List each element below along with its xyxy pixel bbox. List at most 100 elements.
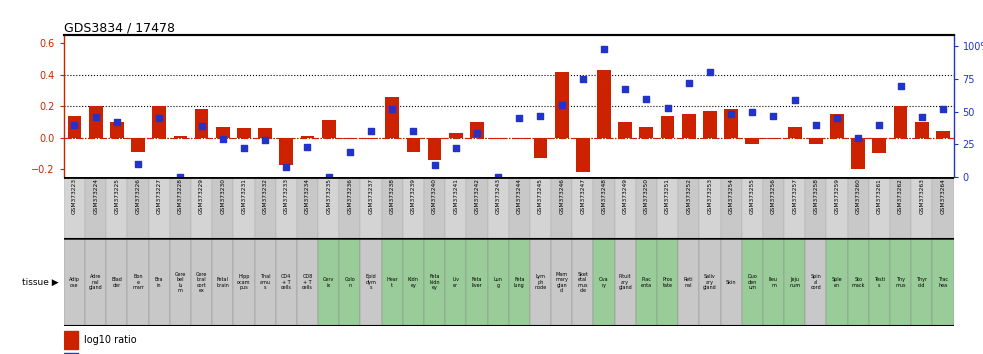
Text: GSM373257: GSM373257 [792,178,797,214]
Point [935,106,951,112]
Bar [492,138,505,139]
Bar [445,177,466,239]
Text: Hipp
ocam
pus: Hipp ocam pus [237,274,251,290]
Bar [191,239,212,326]
Text: Fetal
brain: Fetal brain [216,277,229,287]
Text: Plac
enta: Plac enta [641,277,652,287]
Bar [279,138,293,165]
Bar [86,239,106,326]
Bar [703,111,717,138]
Text: Ileu
m: Ileu m [769,277,778,287]
Text: Cere
bral
cort
ex: Cere bral cort ex [196,272,207,293]
Bar [407,138,421,152]
Bar [614,239,636,326]
Text: Lym
ph
node: Lym ph node [535,274,547,290]
Bar [618,122,632,138]
Bar [869,239,890,326]
Bar [869,177,890,239]
Point [872,122,888,127]
Bar [530,177,551,239]
Bar [318,177,339,239]
Text: Adre
nal
gland: Adre nal gland [88,274,102,290]
Text: Feta
lung: Feta lung [514,277,525,287]
Text: GSM373252: GSM373252 [686,178,691,214]
Text: CD8
+ T
cells: CD8 + T cells [302,274,313,290]
Bar [894,106,907,138]
Text: Pros
tate: Pros tate [663,277,672,287]
Bar [636,239,657,326]
Bar [678,239,699,326]
Point [342,149,358,155]
Text: GSM373233: GSM373233 [284,178,289,214]
Text: GSM373237: GSM373237 [369,178,374,214]
Text: GSM373256: GSM373256 [771,178,776,214]
Point [215,136,231,142]
Bar [466,177,488,239]
Text: GSM373223: GSM373223 [72,178,77,214]
Bar [297,239,318,326]
Bar [847,239,869,326]
Bar [847,177,869,239]
Bar [742,239,763,326]
Bar [321,120,335,138]
Text: Kidn
ey: Kidn ey [408,277,419,287]
Text: Bra
in: Bra in [155,277,163,287]
Bar [466,239,488,326]
Text: log10 ratio: log10 ratio [85,335,137,345]
Text: GSM373251: GSM373251 [665,178,670,214]
Bar [64,353,78,354]
Bar [721,239,742,326]
Bar [530,239,551,326]
Bar [381,177,403,239]
Text: GSM373253: GSM373253 [708,178,713,214]
Text: GSM373243: GSM373243 [495,178,500,214]
Text: GDS3834 / 17478: GDS3834 / 17478 [64,21,175,34]
Bar [805,177,827,239]
Bar [152,106,166,138]
Bar [594,239,614,326]
Text: GSM373226: GSM373226 [136,178,141,214]
Point [151,115,167,121]
Bar [195,109,208,138]
Point [914,114,930,120]
Text: GSM373244: GSM373244 [517,178,522,214]
Text: Sto
mack: Sto mack [851,277,865,287]
Text: GSM373247: GSM373247 [580,178,585,214]
Point [723,112,739,117]
Text: GSM373264: GSM373264 [941,178,946,214]
Point [363,129,378,134]
Bar [403,177,424,239]
Bar [424,239,445,326]
Text: GSM373261: GSM373261 [877,178,882,214]
Bar [745,138,759,144]
Bar [381,239,403,326]
Bar [170,239,191,326]
Bar [724,109,738,138]
Bar [805,239,827,326]
Bar [699,177,721,239]
Text: GSM373241: GSM373241 [453,178,458,214]
Bar [512,138,526,139]
Text: GSM373249: GSM373249 [622,178,628,214]
Bar [339,239,361,326]
Bar [339,177,361,239]
Text: Epid
dym
s: Epid dym s [366,274,376,290]
Bar [361,239,381,326]
Bar [763,177,784,239]
Bar [343,138,357,139]
Bar [233,177,255,239]
Text: GSM373248: GSM373248 [602,178,607,214]
Text: GSM373232: GSM373232 [262,178,267,214]
Text: GSM373224: GSM373224 [93,178,98,214]
Text: GSM373228: GSM373228 [178,178,183,214]
Point [406,129,422,134]
Text: GSM373239: GSM373239 [411,178,416,214]
Bar [403,239,424,326]
Point [808,122,824,127]
Text: Pituit
ary
gland: Pituit ary gland [618,274,632,290]
Point [67,122,83,127]
Text: GSM373230: GSM373230 [220,178,225,214]
Point [829,115,844,121]
Bar [488,177,509,239]
Bar [873,138,887,153]
